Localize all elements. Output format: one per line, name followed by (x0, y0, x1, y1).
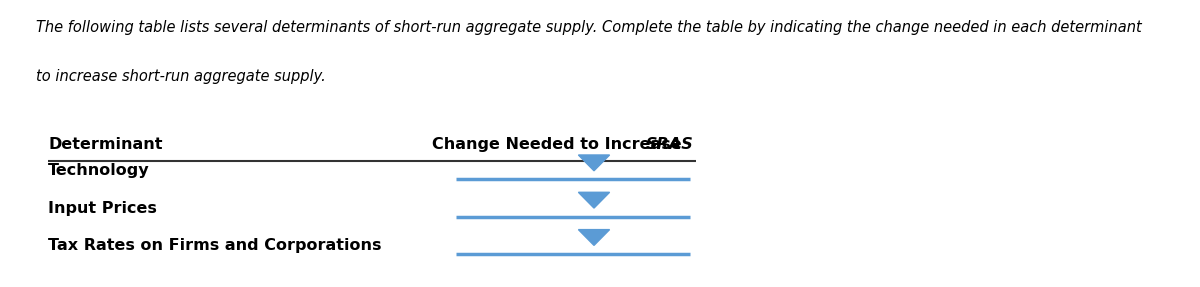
Text: Technology: Technology (48, 163, 150, 178)
Polygon shape (578, 192, 610, 208)
Text: Input Prices: Input Prices (48, 201, 157, 216)
Text: The following table lists several determinants of short-run aggregate supply. Co: The following table lists several determ… (36, 20, 1141, 35)
Text: Determinant: Determinant (48, 137, 162, 152)
Text: Tax Rates on Firms and Corporations: Tax Rates on Firms and Corporations (48, 238, 382, 253)
Polygon shape (578, 230, 610, 245)
Text: SRAS: SRAS (646, 137, 694, 152)
Text: to increase short-run aggregate supply.: to increase short-run aggregate supply. (36, 69, 325, 84)
Polygon shape (578, 155, 610, 171)
Text: Change Needed to Increase: Change Needed to Increase (432, 137, 688, 152)
